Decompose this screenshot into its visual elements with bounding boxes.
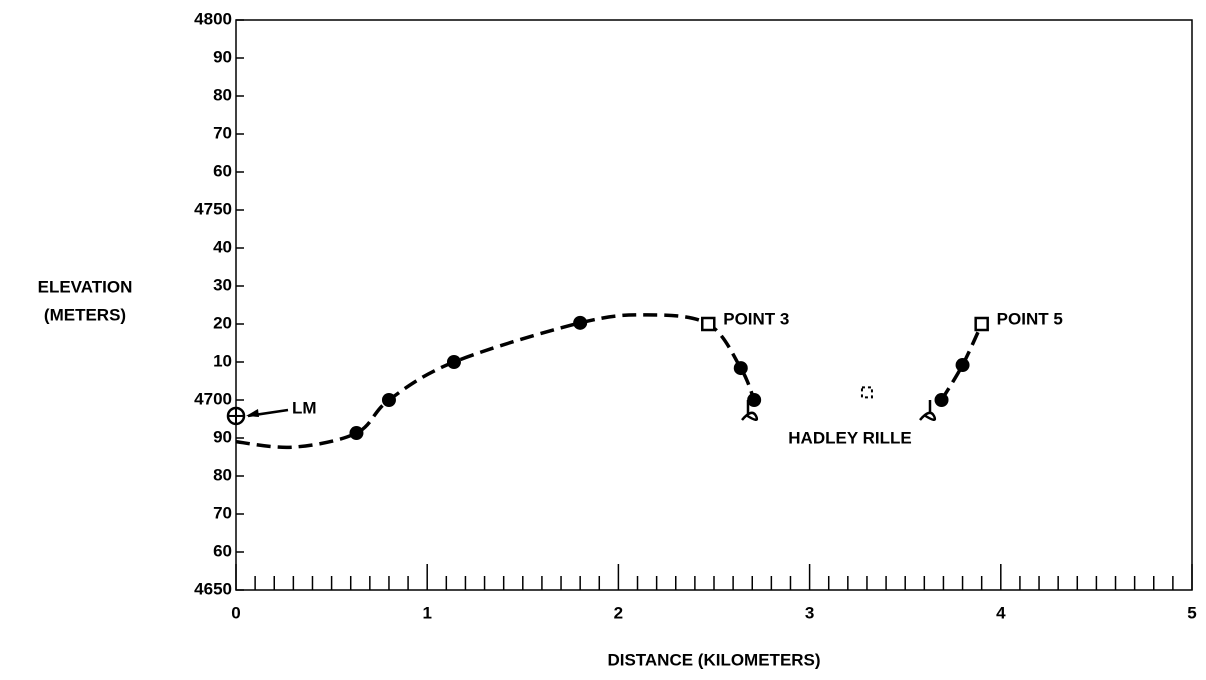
y-axis-label: (METERS) [44,305,126,324]
plot-frame [235,19,1193,591]
point-marker [974,316,989,332]
annotation: HADLEY RILLE [788,428,911,447]
y-axis-label: ELEVATION [38,277,133,296]
x-axis-label: DISTANCE (KILOMETERS) [607,650,820,669]
open-marker [860,386,873,399]
lm-arrowhead [246,408,259,417]
y-tick-label: 80 [213,465,232,484]
y-tick-label: 10 [213,351,232,370]
y-tick-label: 4700 [194,389,232,408]
y-tick-label: 70 [213,503,232,522]
station-marker [733,361,748,376]
x-tick-label: 1 [422,603,431,622]
point-label: POINT 5 [997,309,1063,328]
x-tick-label: 2 [614,603,623,622]
trace-line [940,323,984,401]
x-tick-label: 4 [996,603,1006,622]
y-tick-label: 90 [213,47,232,66]
y-tick-label: 4800 [194,9,232,28]
station-marker [446,355,461,369]
y-tick-label: 40 [213,237,232,256]
point-marker [701,316,716,332]
x-tick-label: 3 [805,603,814,622]
station-marker [955,358,970,373]
station-marker [349,426,364,441]
y-tick-label: 60 [213,541,232,560]
y-tick-label: 60 [213,161,232,180]
y-tick-label: 20 [213,313,232,332]
x-tick-label: 0 [231,603,240,622]
y-tick-label: 4650 [194,579,232,598]
y-tick-label: 4750 [194,199,232,218]
station-marker [381,393,396,407]
point-label: POINT 3 [723,309,789,328]
lm-label: LM [292,398,317,417]
y-tick-label: 80 [213,85,232,104]
station-marker [934,393,949,407]
x-tick-label: 5 [1187,603,1196,622]
y-tick-label: 70 [213,123,232,142]
station-marker [573,315,588,330]
station-marker [747,393,762,407]
y-tick-label: 30 [213,275,232,294]
trace-line [235,313,756,450]
rille-symbol [919,400,937,421]
y-tick-label: 90 [213,427,232,446]
